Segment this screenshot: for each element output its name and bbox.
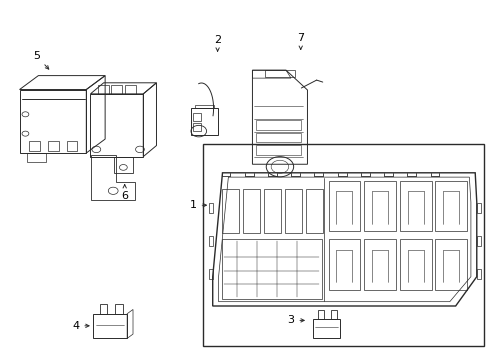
- Text: 1: 1: [189, 200, 206, 210]
- Text: 2: 2: [214, 35, 221, 51]
- Text: 6: 6: [121, 185, 128, 201]
- Text: 3: 3: [287, 315, 304, 325]
- Text: 7: 7: [297, 33, 304, 49]
- Text: 4: 4: [72, 321, 89, 331]
- Text: 5: 5: [33, 51, 49, 69]
